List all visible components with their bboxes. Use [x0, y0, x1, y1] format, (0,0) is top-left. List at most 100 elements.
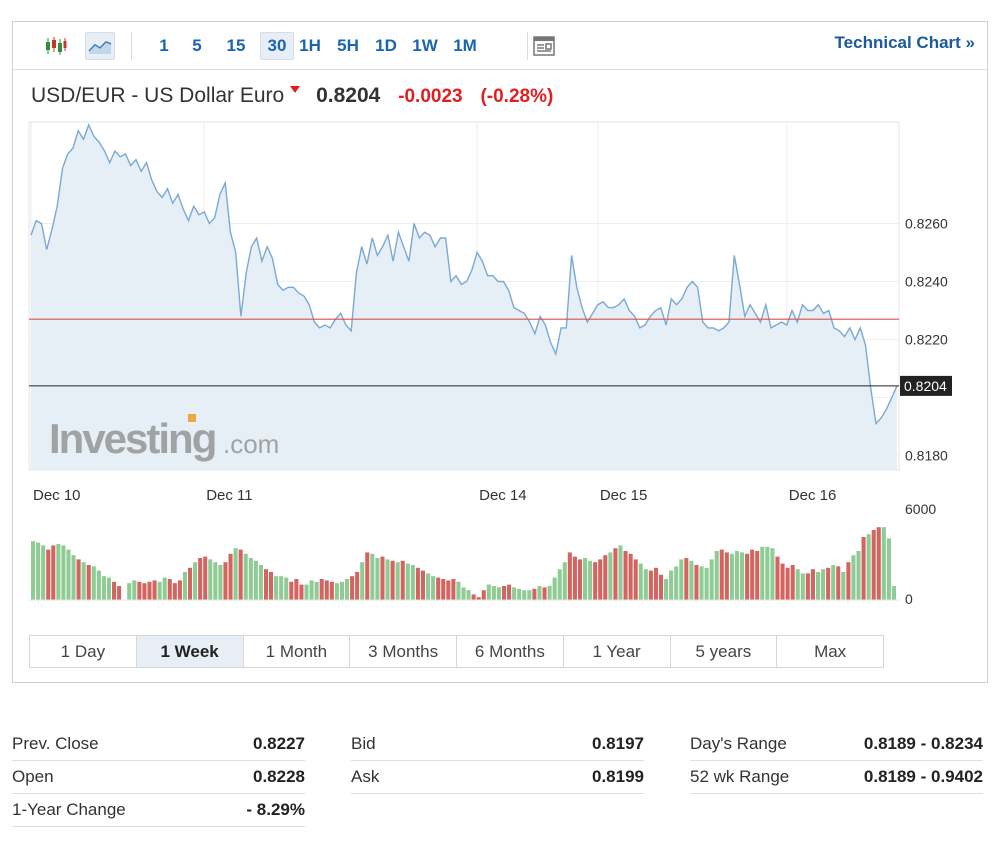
investing-watermark: Investing .com [49, 414, 279, 462]
volume-bar [71, 555, 76, 600]
stat-label: Prev. Close [12, 734, 99, 753]
volume-bar [517, 588, 522, 600]
timeframe-1[interactable]: 1 [159, 36, 169, 55]
volume-bar [238, 549, 243, 600]
volume-bar [410, 565, 415, 600]
volume-bar [886, 538, 891, 600]
y-tick-label: 0.8220 [905, 332, 948, 348]
volume-bar [476, 597, 481, 600]
stat-value: 0.8189 - 0.8234 [863, 734, 983, 753]
volume-bar [618, 545, 623, 600]
volume-bar [466, 590, 471, 600]
volume-bar [633, 559, 638, 600]
volume-bar [233, 548, 238, 600]
volume-bar [415, 567, 420, 600]
timeframe-15[interactable]: 15 [226, 36, 246, 55]
volume-bar [598, 559, 603, 600]
line-chart-icon[interactable] [85, 32, 115, 60]
volume-bar [674, 566, 679, 600]
volume-bar [167, 579, 172, 600]
period-6-months[interactable]: 6 Months [457, 636, 564, 667]
volume-bar [714, 551, 719, 600]
volume-bar [395, 562, 400, 600]
volume-bar [187, 567, 193, 600]
news-icon[interactable] [529, 32, 559, 60]
volume-bar [314, 581, 319, 600]
period-selector: 1 Day 1 Week 1 Month 3 Months 6 Months 1 Year… [29, 635, 884, 668]
stat-label: Open [12, 767, 54, 786]
volume-bar [319, 579, 324, 600]
price-area-fill [31, 124, 897, 471]
timeframe-1m[interactable]: 1M [453, 36, 477, 55]
volume-bar [547, 586, 552, 600]
down-arrow-icon [290, 86, 301, 93]
volume-bar [841, 572, 846, 600]
volume-bar [112, 581, 117, 600]
volume-bar [664, 579, 669, 600]
timeframe-5[interactable]: 5 [192, 36, 202, 55]
technical-chart-link[interactable]: Technical Chart » [834, 33, 975, 52]
volume-bar [643, 569, 648, 600]
volume-bar [218, 565, 223, 600]
volume-bar [699, 566, 704, 600]
timeframe-30[interactable]: 30 [260, 32, 294, 60]
volume-bar [446, 580, 451, 600]
volume-bar [132, 580, 137, 600]
volume-bar [684, 558, 689, 600]
volume-bar [760, 546, 765, 600]
stat-value: 0.8199 [592, 767, 644, 786]
volume-bar [593, 562, 598, 600]
period-3-months[interactable]: 3 Months [350, 636, 457, 667]
price-chart[interactable]: Investing .com 0.82600.82400.82200.8180 … [13, 70, 987, 630]
volume-bar [542, 587, 547, 600]
stat-row-prev-close: Prev. Close 0.8227 [12, 728, 305, 761]
volume-bar [420, 570, 426, 600]
volume-bar [193, 562, 198, 600]
volume-bar [228, 553, 233, 600]
volume-bar [537, 586, 542, 600]
stat-value: 0.8197 [592, 734, 644, 753]
volume-bar [400, 560, 405, 600]
period-max[interactable]: Max [814, 642, 847, 661]
current-price-tag: 0.8204 [900, 375, 952, 396]
timeframe-1d[interactable]: 1D [375, 36, 397, 55]
volume-bar [355, 572, 360, 600]
candlestick-chart-icon[interactable] [41, 32, 71, 60]
timeframe-5h[interactable]: 5H [337, 36, 359, 55]
x-tick-label: Dec 16 [789, 487, 837, 504]
price-change: -0.0023 [398, 86, 463, 107]
volume-bar [243, 553, 248, 600]
volume-bar [152, 580, 157, 600]
timeframe-1h[interactable]: 1H [299, 36, 321, 55]
volume-bar [456, 581, 461, 600]
volume-bar [775, 556, 780, 600]
stat-row-day-s-range: Day's Range 0.8189 - 0.8234 [690, 728, 983, 761]
period-1-month[interactable]: 1 Month [244, 636, 351, 667]
volume-bar [304, 584, 309, 600]
volume-bar [127, 583, 132, 600]
stat-value: 0.8228 [253, 767, 305, 786]
volume-bar [846, 562, 851, 600]
volume-bar [426, 573, 431, 600]
volume-bar [815, 572, 821, 600]
volume-bar [375, 558, 380, 600]
timeframe-1w[interactable]: 1W [412, 36, 438, 55]
period-1-day[interactable]: 1 Day [30, 636, 137, 667]
volume-bar [512, 587, 517, 600]
volume-bar [284, 577, 289, 600]
volume-bar [770, 548, 775, 600]
volume-bar [106, 577, 112, 600]
volume-bar [719, 549, 724, 600]
volume-bar [709, 559, 714, 600]
volume-bar [294, 579, 299, 600]
volume-bar [431, 576, 436, 600]
volume-bar [750, 549, 755, 600]
volume-bar [269, 572, 274, 600]
volume-bar [385, 559, 390, 600]
period-1-year[interactable]: 1 Year [564, 636, 671, 667]
period-5-years[interactable]: 5 years [671, 636, 778, 667]
period-1-week[interactable]: 1 Week [136, 636, 244, 667]
volume-bar [96, 570, 101, 600]
volume-bar [724, 552, 729, 600]
volume-bar [31, 541, 36, 600]
